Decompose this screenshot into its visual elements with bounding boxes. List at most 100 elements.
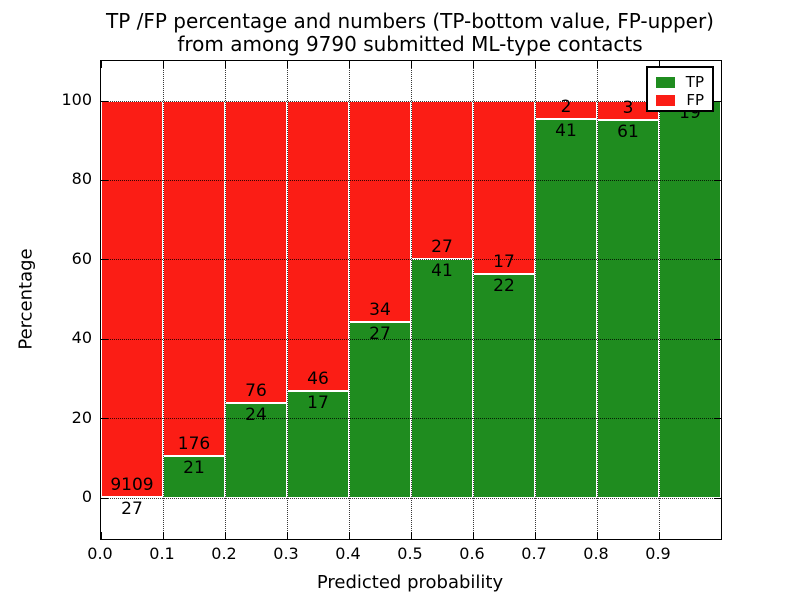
x-tick-label: 0.5: [397, 544, 423, 563]
y-tick-label: 0: [81, 487, 92, 506]
y-tick-mark: [714, 418, 721, 420]
legend-item-tp: TP: [656, 73, 704, 91]
x-tick-mark: [596, 532, 598, 539]
bar-count-label-fp: 9109: [110, 474, 154, 495]
bar-count-label-tp: 61: [617, 121, 639, 142]
grid-line-vertical: [162, 61, 164, 539]
grid-line-vertical: [472, 61, 474, 539]
bar-segment-tp: [597, 119, 659, 498]
bar-count-label-fp: 76: [245, 380, 267, 401]
x-tick-mark: [658, 61, 660, 68]
x-tick-label: 0.0: [87, 544, 113, 563]
bar-count-label-tp: 21: [183, 457, 205, 478]
bar-count-label-tp: 17: [307, 392, 329, 413]
x-tick-label: 0.2: [211, 544, 237, 563]
x-tick-label: 0.1: [149, 544, 175, 563]
grid-line-vertical: [658, 61, 660, 539]
y-tick-label: 40: [71, 328, 92, 348]
plot-area: 9109271762176244617342727411722241361019: [100, 60, 722, 540]
y-tick-mark: [714, 179, 721, 181]
bar-count-label-fp: 3: [622, 97, 634, 118]
grid-line-vertical: [224, 61, 226, 539]
x-tick-mark: [162, 532, 164, 539]
bar-count-label-tp: 27: [369, 324, 391, 345]
x-tick-mark: [348, 61, 350, 68]
legend-label-fp: FP: [686, 90, 704, 109]
bar-count-label-fp: 34: [369, 300, 391, 321]
x-tick-mark: [348, 532, 350, 539]
chart-title-line1: TP /FP percentage and numbers (TP-bottom…: [106, 9, 714, 33]
y-tick-mark: [714, 338, 721, 340]
legend-label-tp: TP: [685, 72, 704, 91]
y-tick-mark: [101, 497, 108, 499]
grid-line-horizontal: [101, 100, 721, 102]
x-tick-mark: [224, 532, 226, 539]
bar-segment-tp: [535, 119, 597, 498]
grid-line-vertical: [534, 61, 536, 539]
x-axis-label: Predicted probability: [316, 572, 504, 593]
y-tick-mark: [101, 418, 108, 420]
grid-line-horizontal: [101, 497, 721, 499]
x-tick-mark: [596, 61, 598, 68]
grid-line-vertical: [410, 61, 412, 539]
y-tick-mark: [101, 100, 108, 102]
y-tick-label: 80: [71, 169, 92, 189]
legend-swatch-tp: [656, 76, 675, 88]
bar-segment-tp: [411, 258, 473, 498]
grid-line-horizontal: [101, 418, 721, 420]
chart-title: TP /FP percentage and numbers (TP-bottom…: [100, 10, 720, 56]
x-tick-mark: [534, 532, 536, 539]
y-axis-label: Percentage: [15, 248, 37, 350]
x-tick-label: 0.4: [335, 544, 361, 563]
bar-segment-tp: [659, 101, 721, 498]
bar-count-label-tp: 27: [121, 498, 143, 519]
bar-segment-fp: [473, 101, 535, 275]
grid-line-vertical: [286, 61, 288, 539]
x-tick-mark: [658, 532, 660, 539]
bar-count-label-fp: 176: [177, 433, 211, 454]
x-tick-mark: [100, 61, 102, 68]
y-tick-label: 100: [61, 90, 92, 109]
bar-segment-fp: [287, 101, 349, 391]
x-tick-mark: [534, 61, 536, 68]
x-tick-mark: [224, 61, 226, 68]
bar-segment-fp: [163, 101, 225, 456]
x-tick-mark: [100, 532, 102, 539]
bar-segment-fp: [349, 101, 411, 323]
x-tick-mark: [410, 532, 412, 539]
bar-segment-tp: [349, 322, 411, 498]
x-tick-label: 0.3: [273, 544, 299, 563]
bar-count-label-tp: 24: [245, 404, 267, 425]
y-tick-mark: [101, 259, 108, 261]
legend-item-fp: FP: [656, 91, 704, 109]
bar-count-label-tp: 22: [493, 276, 515, 297]
legend-swatch-fp: [656, 94, 676, 106]
y-tick-mark: [101, 179, 108, 181]
y-tick-label: 60: [71, 248, 92, 268]
bar-count-label-tp: 41: [431, 260, 453, 281]
bar-count-label-tp: 41: [555, 121, 577, 142]
x-tick-label: 0.7: [521, 544, 547, 563]
x-tick-label: 0.9: [645, 544, 671, 563]
x-tick-label: 0.6: [459, 544, 485, 563]
x-tick-mark: [286, 61, 288, 68]
bar-count-label-fp: 46: [307, 368, 329, 389]
x-tick-mark: [286, 532, 288, 539]
x-tick-mark: [162, 61, 164, 68]
bar-count-label-fp: 2: [560, 97, 572, 118]
grid-line-horizontal: [101, 338, 721, 340]
y-tick-label: 20: [71, 407, 92, 427]
y-tick-mark: [714, 497, 721, 499]
x-tick-mark: [472, 61, 474, 68]
bar-count-label-fp: 17: [493, 252, 515, 273]
y-tick-mark: [714, 100, 721, 102]
x-tick-mark: [472, 532, 474, 539]
grid-line-vertical: [596, 61, 598, 539]
grid-line-horizontal: [101, 259, 721, 261]
x-tick-mark: [410, 61, 412, 68]
bar-segment-fp: [101, 101, 163, 497]
y-tick-mark: [101, 338, 108, 340]
bar-segment-tp: [473, 274, 535, 498]
grid-line-horizontal: [101, 179, 721, 181]
